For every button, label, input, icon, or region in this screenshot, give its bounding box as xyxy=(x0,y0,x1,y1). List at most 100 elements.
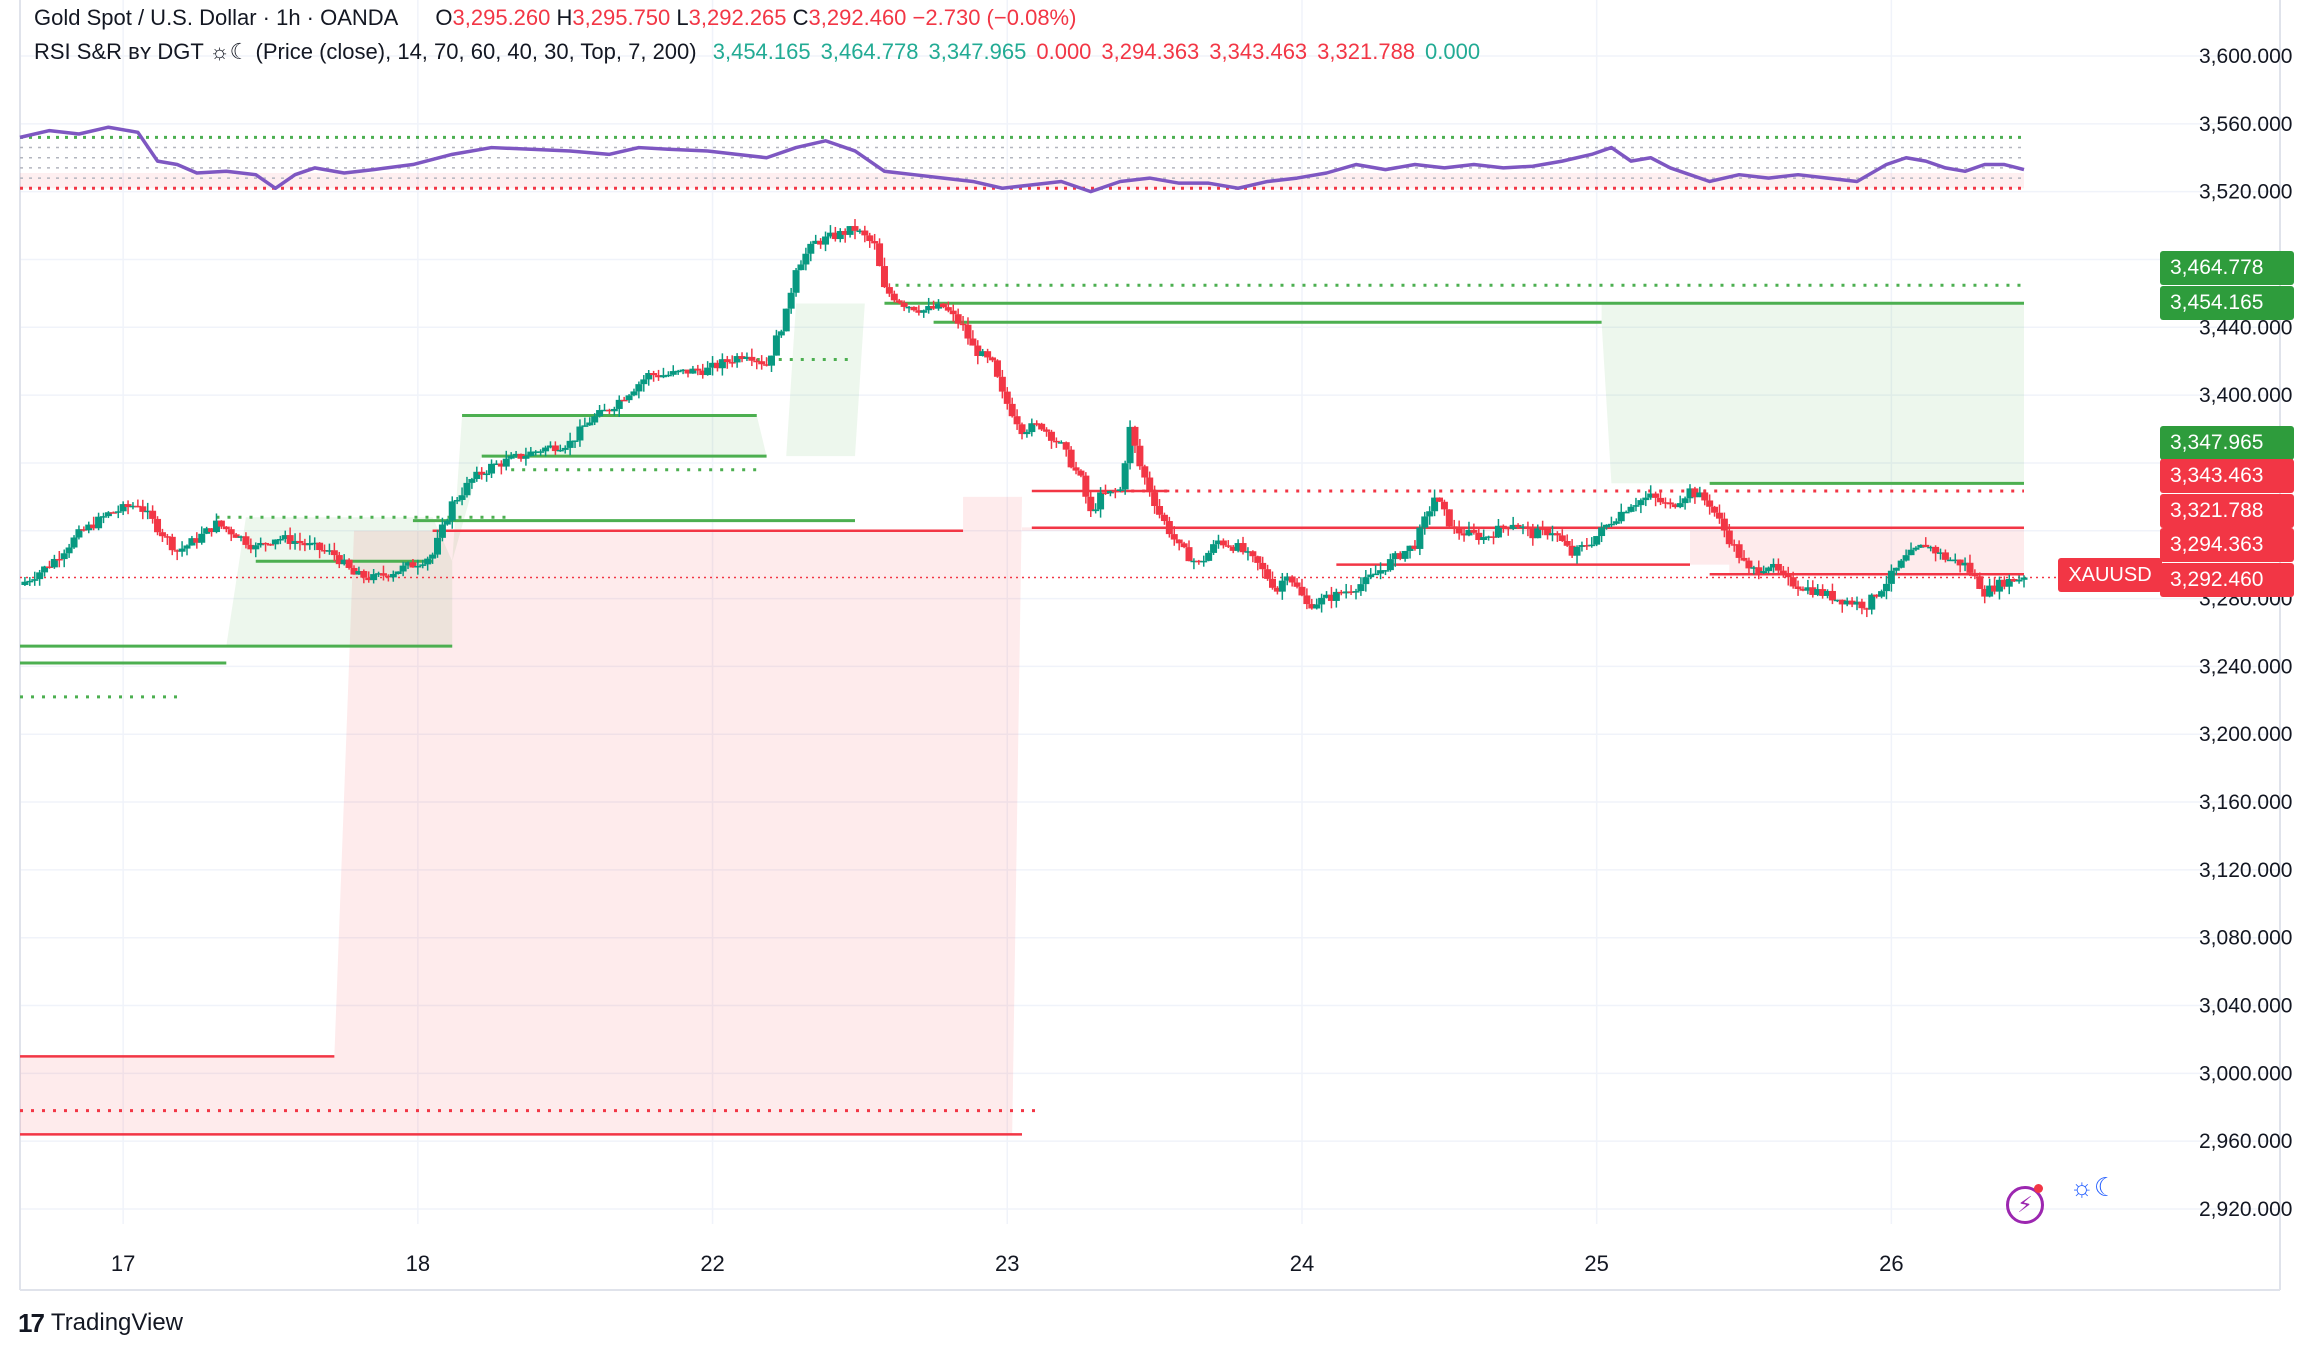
price-tick-label: 3,200.000 xyxy=(2199,723,2292,746)
symbol-title[interactable]: Gold Spot / U.S. Dollar · 1h · OANDA xyxy=(34,5,398,30)
price-axis[interactable]: 3,600.000 3,560.000 3,520.000 3,440.000 3,40… xyxy=(2199,45,2292,1221)
candle-body xyxy=(1607,523,1615,526)
candle-body xyxy=(330,550,338,556)
candle-body xyxy=(1828,590,1836,601)
candle-body xyxy=(1927,546,1935,549)
candle-body xyxy=(581,425,589,427)
candle-body xyxy=(674,370,682,373)
candle-body xyxy=(1897,560,1905,568)
candle-body xyxy=(984,351,992,358)
candle-body xyxy=(1490,536,1498,538)
candle-body xyxy=(1995,579,2003,592)
candle-body xyxy=(512,453,520,456)
candle-body xyxy=(856,230,864,233)
candle-body xyxy=(1622,511,1630,514)
candle-body xyxy=(1922,544,1930,548)
support-resistance-zones xyxy=(20,303,2024,1135)
candle-body xyxy=(1067,449,1075,468)
price-tick-label: 3,560.000 xyxy=(2199,113,2292,136)
candle-body xyxy=(1082,475,1090,497)
candle-body xyxy=(1475,532,1483,541)
price-badge: 3,321.788 xyxy=(2160,494,2294,528)
candle-body xyxy=(1951,559,1959,562)
candle-body xyxy=(478,471,486,475)
candle-body xyxy=(1824,590,1832,596)
candle-body xyxy=(802,253,810,265)
candle-body xyxy=(1332,591,1340,601)
candle-body xyxy=(1760,571,1768,573)
indicator-value: 3,321.788 xyxy=(1317,39,1416,64)
candle-body xyxy=(1057,442,1065,444)
candle-body xyxy=(217,520,225,527)
candle-body xyxy=(758,361,766,365)
candle-body xyxy=(694,368,702,371)
price-badge: 3,464.778 xyxy=(2160,251,2294,285)
sun-moon-icon[interactable]: ☼☾ xyxy=(2070,1172,2118,1202)
lightning-icon[interactable]: ⚡ xyxy=(2006,1186,2044,1224)
candle-body xyxy=(335,555,343,565)
time-axis[interactable]: 17 18 22 23 24 25 26 xyxy=(111,1251,1904,1276)
candle-body xyxy=(605,409,613,412)
candle-body xyxy=(1848,600,1856,605)
candle-body xyxy=(1028,423,1036,433)
candle-body xyxy=(1033,423,1041,425)
candle-body xyxy=(979,351,987,356)
candle-body xyxy=(492,463,500,466)
candle-body xyxy=(208,528,216,533)
candle-body xyxy=(704,367,712,376)
candle-body xyxy=(620,399,628,402)
candle-body xyxy=(1509,524,1517,529)
candle-body xyxy=(900,302,908,307)
candle-body xyxy=(1986,585,1994,597)
candle-body xyxy=(1730,544,1738,546)
candle-body xyxy=(866,235,874,242)
candle-body xyxy=(817,240,825,245)
candle-body xyxy=(100,516,107,518)
symbol-legend: Gold Spot / U.S. Dollar · 1h · OANDA O3,… xyxy=(34,3,1076,33)
candle-body xyxy=(1794,586,1802,589)
candle-body xyxy=(1102,492,1109,494)
candle-body xyxy=(203,528,211,534)
candle-body xyxy=(939,303,947,308)
candle-body xyxy=(1524,526,1532,529)
indicator-legend[interactable]: RSI S&R ʙʏ DGT ☼☾ (Price (close), 14, 70… xyxy=(34,37,1480,67)
ticker-badge: XAUUSD xyxy=(2058,558,2162,592)
indicator-name[interactable]: RSI S&R ʙʏ DGT ☼☾ xyxy=(34,39,250,64)
candle-body xyxy=(699,370,707,376)
candle-body xyxy=(1416,527,1424,549)
candle-body xyxy=(974,345,982,356)
candle-body xyxy=(1519,526,1527,528)
candle-body xyxy=(193,538,201,543)
candle-body xyxy=(389,573,397,578)
candle-body xyxy=(1377,570,1385,574)
candle-body xyxy=(144,510,152,513)
candle-body xyxy=(768,355,775,366)
candle-body xyxy=(1637,500,1645,506)
candle-body xyxy=(1558,535,1566,541)
candle-body xyxy=(846,226,854,235)
tradingview-logo[interactable]: 17 TradingView xyxy=(18,1306,183,1340)
candle-body xyxy=(1755,567,1763,573)
candle-body xyxy=(1912,547,1920,550)
candle-body xyxy=(1632,505,1640,507)
candle-body xyxy=(1470,529,1478,533)
candle-body xyxy=(1676,503,1684,508)
candle-body xyxy=(1381,570,1389,572)
candle-body xyxy=(325,550,333,552)
candle-body xyxy=(930,306,938,309)
candle-body xyxy=(1038,423,1046,430)
candle-body xyxy=(1774,563,1782,571)
candle-body xyxy=(925,306,933,311)
candle-body xyxy=(1504,527,1512,530)
candle-body xyxy=(1465,529,1473,536)
candle-body xyxy=(993,360,1001,377)
candle-body xyxy=(1735,544,1743,558)
candle-body xyxy=(625,395,633,401)
candle-body xyxy=(306,543,314,546)
candle-body xyxy=(1480,537,1488,541)
high-value: 3,295.750 xyxy=(572,5,671,30)
candle-body xyxy=(419,564,427,566)
candle-body xyxy=(404,562,412,566)
candle-body xyxy=(1352,591,1360,593)
